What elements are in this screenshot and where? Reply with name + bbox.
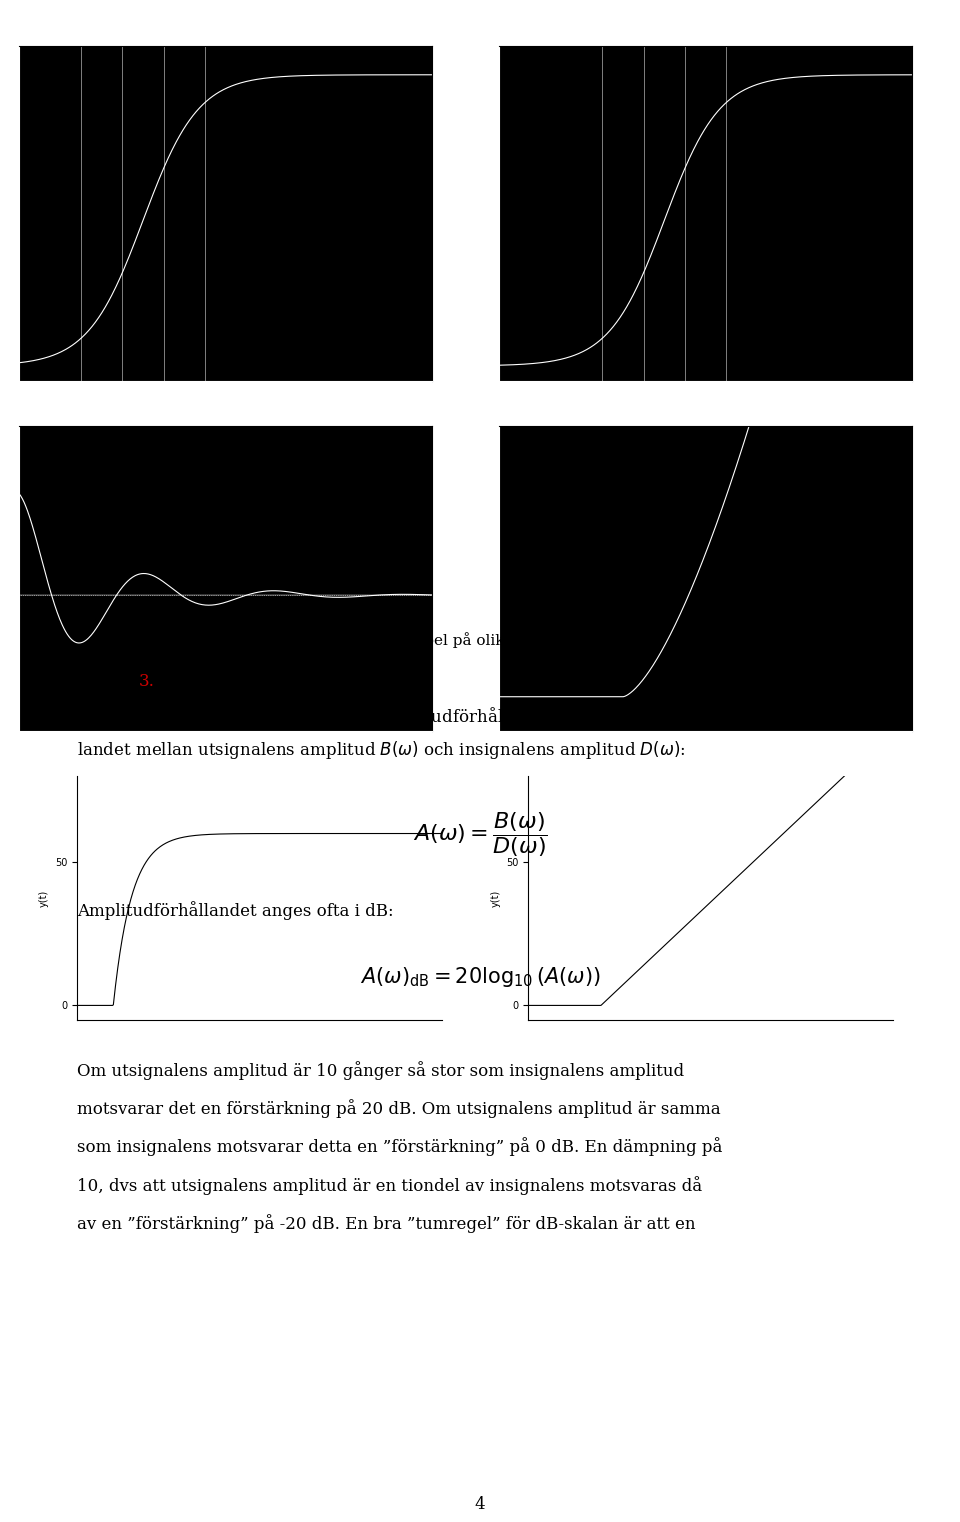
Text: 3.: 3. <box>139 673 156 689</box>
Y-axis label: y(t): y(t) <box>39 889 49 907</box>
Text: av en ”förstärkning” på -20 dB. En bra ”tumregel” för dB-skalan är att en: av en ”förstärkning” på -20 dB. En bra ”… <box>77 1215 695 1233</box>
Text: 10, dvs att utsignalens amplitud är en tiondel av insignalens motsvaras då: 10, dvs att utsignalens amplitud är en t… <box>77 1177 702 1195</box>
Text: Dämpningsosillonerals: Dämpningsosillonerals <box>173 411 278 420</box>
Text: Utntkornalants: Utntkornalants <box>199 17 281 27</box>
Text: $A(\omega)_{\mathrm{dB}} = 20\log_{10}(A(\omega))$: $A(\omega)_{\mathrm{dB}} = 20\log_{10}(A… <box>360 965 600 989</box>
Text: $A(\omega) = \dfrac{B(\omega)}{D(\omega)}$: $A(\omega) = \dfrac{B(\omega)}{D(\omega)… <box>413 810 547 858</box>
Text: Om utsignalens amplitud är 10 gånger så stor som insignalens amplitud: Om utsignalens amplitud är 10 gånger så … <box>77 1061 684 1079</box>
Text: Träffiersfickolarterntan: Träffiersfickolarterntan <box>650 17 790 27</box>
Y-axis label: y(t): y(t) <box>491 889 500 907</box>
Text: Figur 2: Exempel på olika sorters stegsvar.: Figur 2: Exempel på olika sorters stegsv… <box>314 632 646 647</box>
Text: Integpersnals: Integpersnals <box>673 411 738 420</box>
Text: Figur: Figur <box>77 673 129 689</box>
Text: som insignalens motsvarar detta en ”förstärkning” på 0 dB. En dämpning på: som insignalens motsvarar detta en ”förs… <box>77 1137 722 1157</box>
Text: 4: 4 <box>474 1496 486 1513</box>
Text: Med beteckningar från Fig. $\mathbf{3}$: Amplitudförhållandet $A(\omega)$ ges av: Med beteckningar från Fig. $\mathbf{3}$:… <box>115 705 720 728</box>
Text: motsvarar det en förstärkning på 20 dB. Om utsignalens amplitud är samma: motsvarar det en förstärkning på 20 dB. … <box>77 1099 720 1119</box>
Text: landet mellan utsignalens amplitud $B(\omega)$ och insignalens amplitud $D(\omeg: landet mellan utsignalens amplitud $B(\o… <box>77 740 685 761</box>
Text: Amplitudförhållandet anges ofta i dB:: Amplitudförhållandet anges ofta i dB: <box>77 901 394 919</box>
